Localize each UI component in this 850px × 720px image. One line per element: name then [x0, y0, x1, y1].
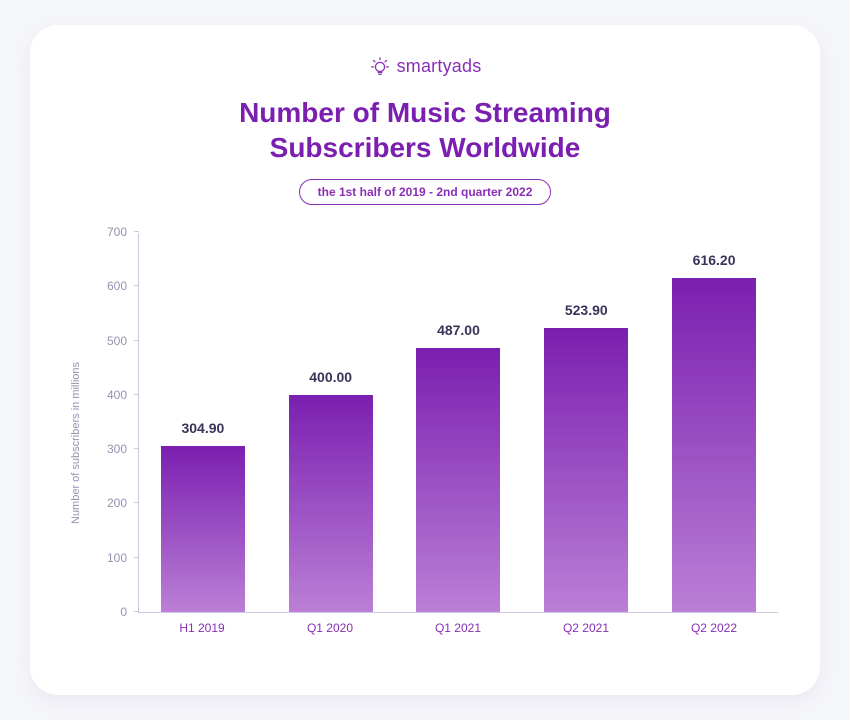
y-tick-mark — [134, 611, 139, 612]
bar-slot: 487.00 — [410, 322, 506, 612]
bars-container: 304.90 400.00 487.00 523.90 616.20 — [139, 233, 778, 612]
y-tick-mark — [134, 557, 139, 558]
chart-subtitle: the 1st half of 2019 - 2nd quarter 2022 — [299, 179, 552, 205]
x-axis-label: H1 2019 — [154, 621, 250, 635]
chart-card: smartyads Number of Music StreamingSubsc… — [30, 25, 820, 695]
chart-title: Number of Music StreamingSubscribers Wor… — [70, 95, 780, 165]
y-tick-mark — [134, 340, 139, 341]
y-tick-mark — [134, 285, 139, 286]
x-axis-label: Q2 2022 — [666, 621, 762, 635]
bar — [289, 395, 373, 612]
x-axis-labels: H1 2019 Q1 2020 Q1 2021 Q2 2021 Q2 2022 — [138, 621, 778, 635]
y-tick-mark — [134, 448, 139, 449]
bar — [161, 446, 245, 612]
y-tick-mark — [134, 394, 139, 395]
subtitle-wrap: the 1st half of 2019 - 2nd quarter 2022 — [70, 179, 780, 205]
bar-value-label: 523.90 — [565, 302, 608, 318]
chart-area: Number of subscribers in millions 304.90… — [110, 233, 790, 653]
bar — [416, 348, 500, 612]
y-tick-mark — [134, 502, 139, 503]
plot-region: 304.90400.00487.00523.90616.20 010020030… — [138, 233, 778, 613]
y-tick-label: 200 — [107, 496, 127, 510]
bar-slot: 523.90 — [538, 302, 634, 612]
y-tick-label: 300 — [107, 442, 127, 456]
y-axis-label: Number of subscribers in millions — [70, 362, 82, 524]
bar — [544, 328, 628, 612]
bar-value-label: 616.20 — [693, 252, 736, 268]
x-axis-label: Q1 2021 — [410, 621, 506, 635]
lightbulb-icon — [369, 55, 391, 77]
y-tick-mark — [134, 231, 139, 232]
y-tick-label: 400 — [107, 388, 127, 402]
y-tick-label: 0 — [120, 605, 127, 619]
x-axis-label: Q1 2020 — [282, 621, 378, 635]
y-tick-label: 700 — [107, 225, 127, 239]
y-tick-label: 600 — [107, 279, 127, 293]
x-axis-label: Q2 2021 — [538, 621, 634, 635]
brand-logo: smartyads — [70, 55, 780, 77]
bar-slot: 304.90 — [155, 420, 251, 612]
bar — [672, 278, 756, 613]
bar-value-label: 400.00 — [309, 369, 352, 385]
brand-name: smartyads — [397, 56, 482, 77]
bar-slot: 616.20 — [666, 252, 762, 613]
bar-value-label: 487.00 — [437, 322, 480, 338]
bar-value-label: 304.90 — [181, 420, 224, 436]
bar-slot: 400.00 — [283, 369, 379, 612]
y-tick-label: 500 — [107, 334, 127, 348]
y-tick-label: 100 — [107, 551, 127, 565]
